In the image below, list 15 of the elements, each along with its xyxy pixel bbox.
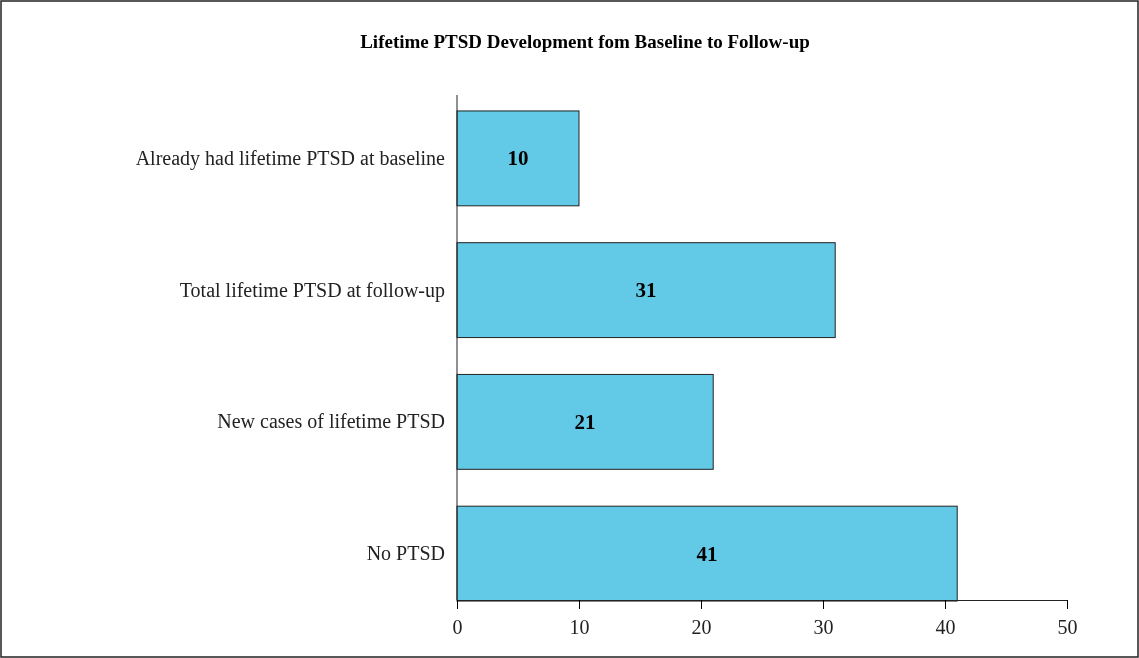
- data-label: 21: [574, 409, 596, 434]
- x-tick-label: 20: [691, 616, 712, 638]
- y-tick-label: Already had lifetime PTSD at baseline: [135, 146, 446, 170]
- y-tick-label: Total lifetime PTSD at follow-up: [179, 278, 445, 302]
- x-tick-label: 10: [569, 616, 590, 638]
- chart-title: Lifetime PTSD Development fom Baseline to Follow-up: [360, 31, 810, 52]
- data-label: 10: [507, 146, 529, 171]
- x-tick-label: 0: [452, 616, 463, 638]
- y-tick-label: No PTSD: [366, 542, 445, 565]
- x-tick-label: 50: [1057, 616, 1078, 638]
- y-tick-label: New cases of lifetime PTSD: [217, 410, 445, 433]
- x-tick-label: 40: [935, 616, 956, 638]
- data-label: 41: [696, 541, 718, 566]
- data-label: 31: [635, 278, 657, 303]
- x-tick-label: 30: [813, 616, 834, 638]
